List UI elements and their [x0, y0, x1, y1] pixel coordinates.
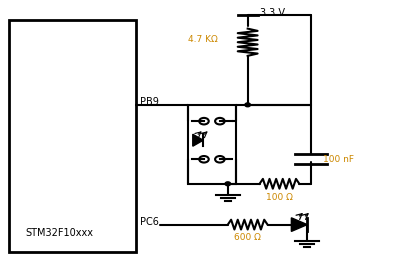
Text: 3.3 V: 3.3 V — [260, 8, 284, 18]
Text: 4.7 KΩ: 4.7 KΩ — [188, 35, 218, 44]
Text: 100 nF: 100 nF — [323, 155, 354, 164]
Text: 600 Ω: 600 Ω — [234, 233, 261, 241]
Text: 100 Ω: 100 Ω — [266, 193, 293, 202]
Bar — [188, 105, 236, 184]
Text: PB9: PB9 — [140, 97, 159, 107]
Circle shape — [225, 182, 230, 186]
Polygon shape — [291, 218, 307, 232]
Text: PC6: PC6 — [140, 217, 159, 227]
Text: STM32F10xxx: STM32F10xxx — [25, 228, 93, 238]
Bar — [9, 20, 136, 252]
Polygon shape — [193, 134, 203, 146]
Circle shape — [245, 103, 250, 107]
